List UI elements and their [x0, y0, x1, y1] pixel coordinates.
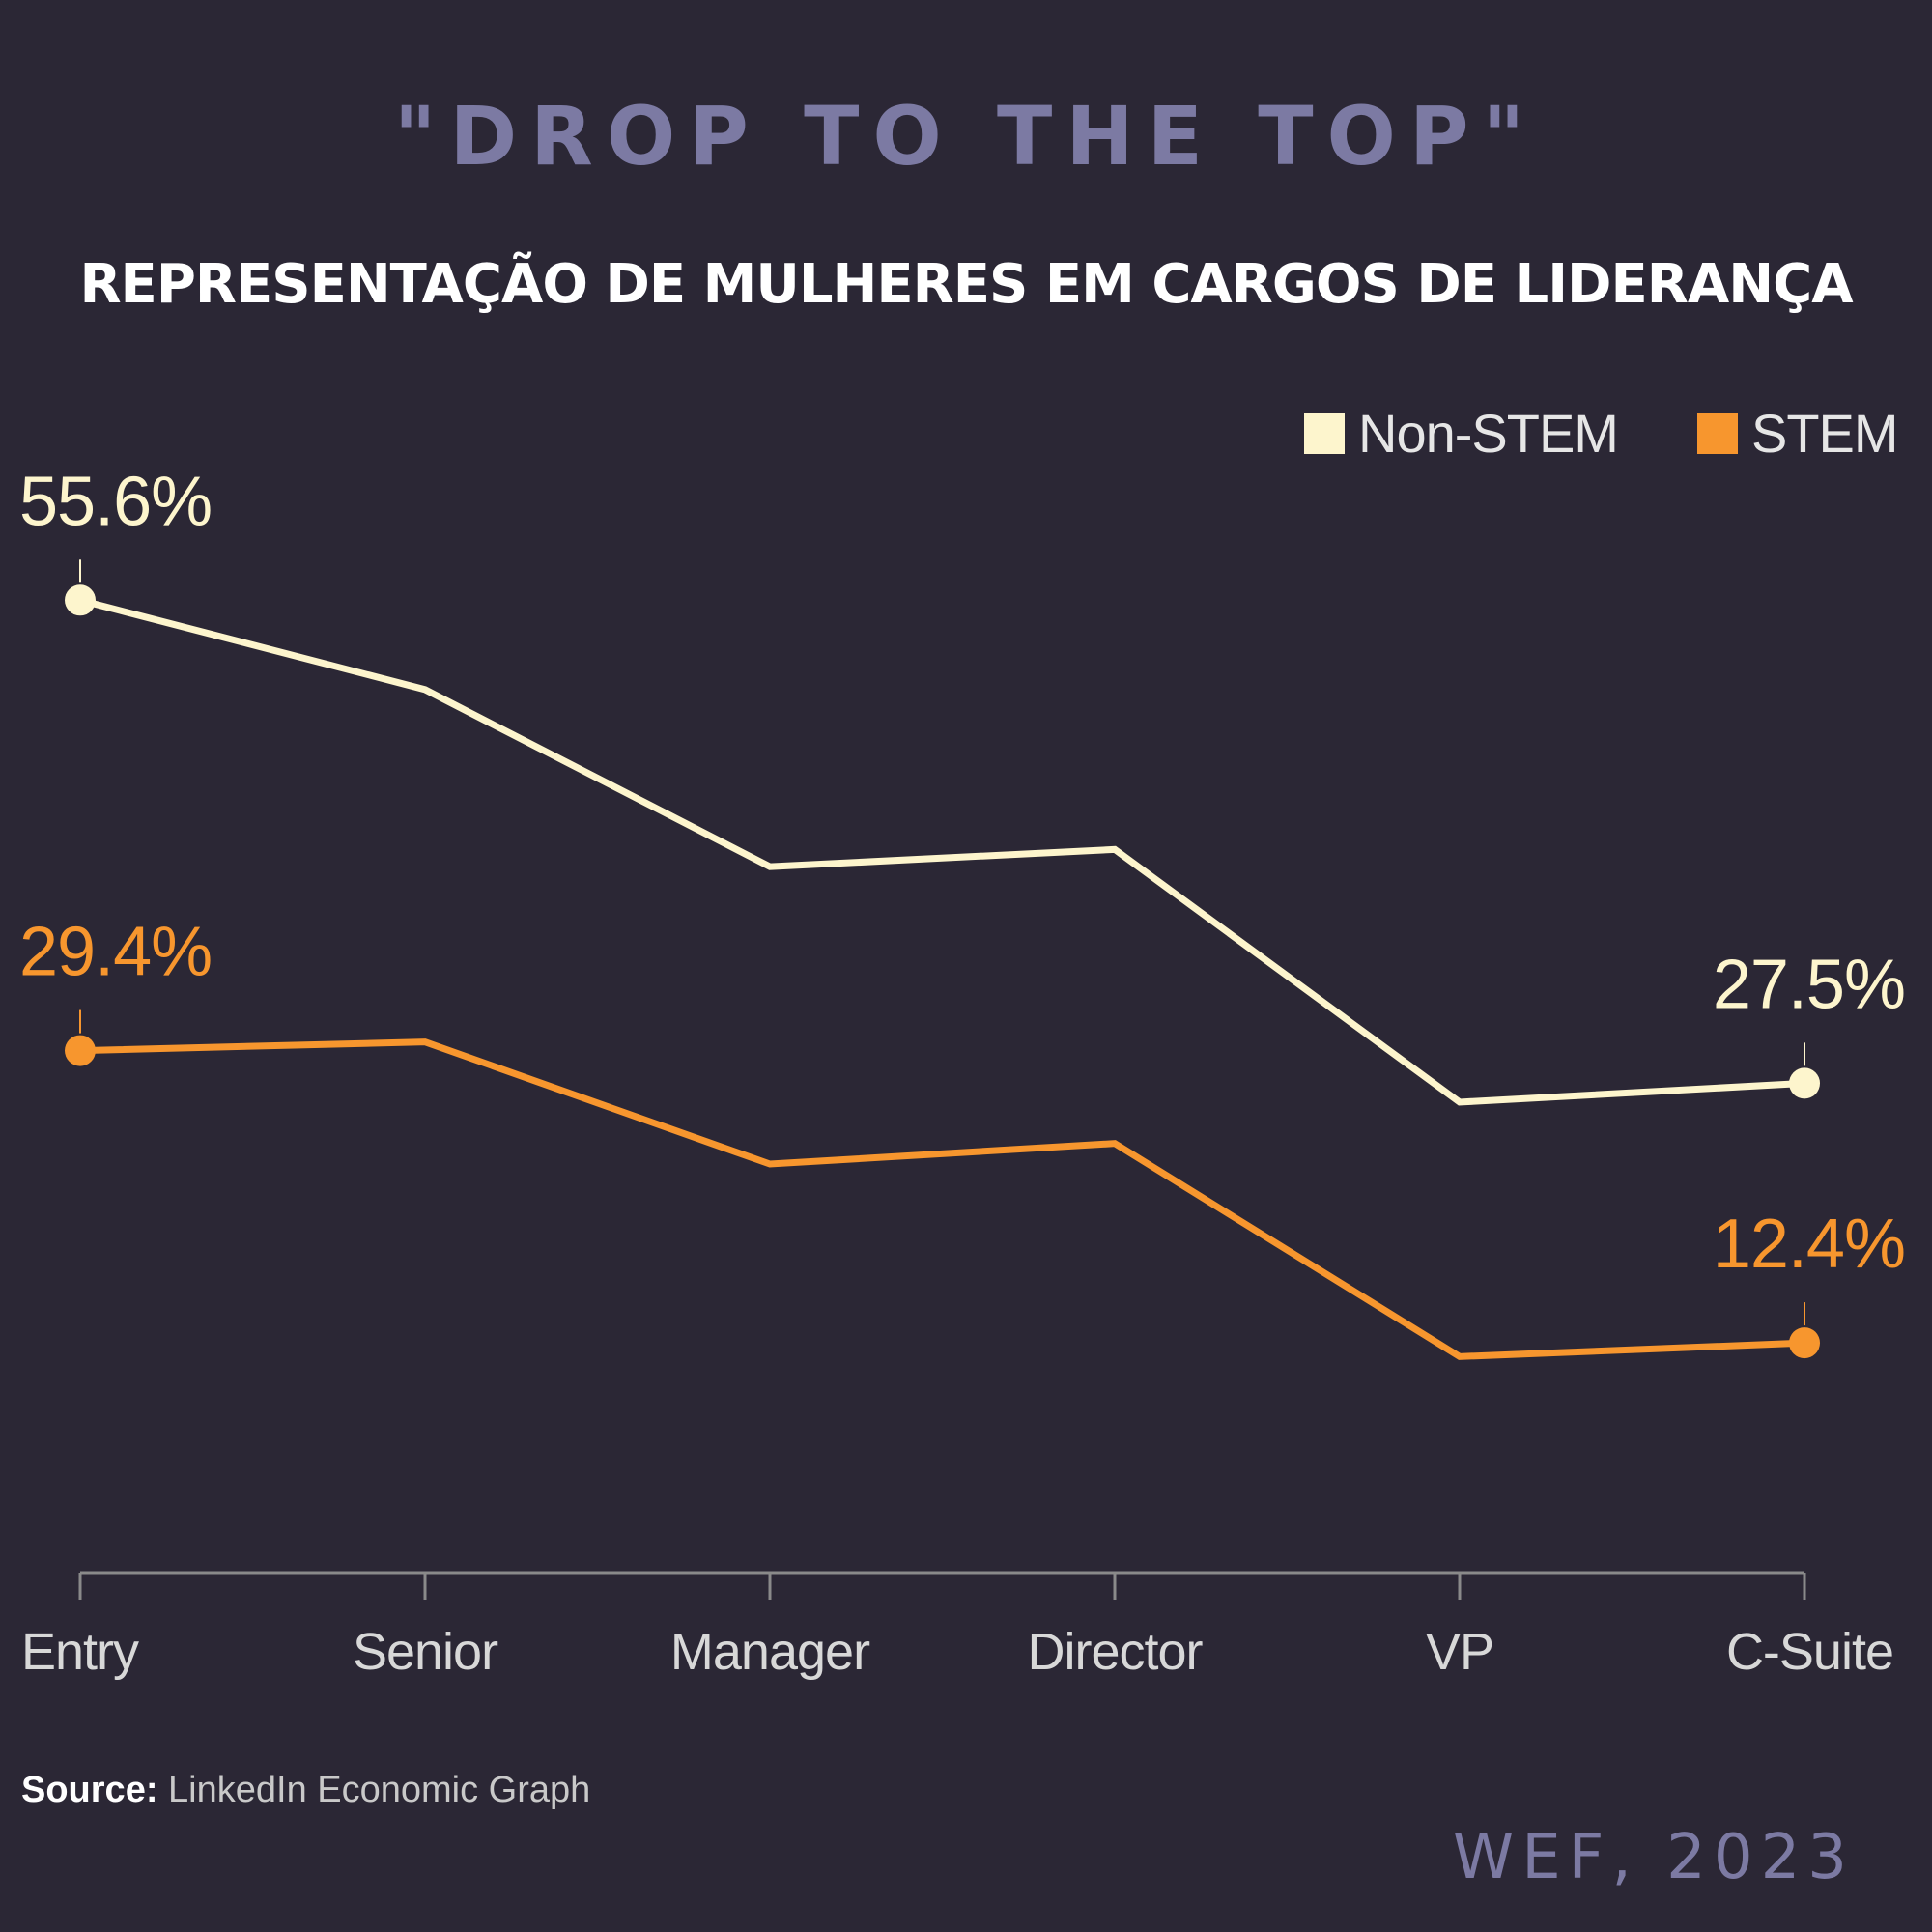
source-label: Source: [21, 1770, 158, 1810]
chart-subtitle: REPRESENTAÇÃO DE MULHERES EM CARGOS DE L… [79, 253, 1853, 316]
series-layer [79, 596, 1805, 1360]
legend-swatch [1304, 413, 1345, 454]
x-tick-label: VP [1426, 1623, 1493, 1681]
source-text: LinkedIn Economic Graph [168, 1770, 591, 1810]
x-tick-label: Entry [21, 1623, 139, 1681]
data-label: 29.4% [19, 914, 212, 991]
data-labels: 55.6% 27.5% 29.4% 12.4% [19, 463, 1906, 1359]
legend-label: Non-STEM [1358, 403, 1618, 464]
series-line-stem [79, 1038, 1805, 1360]
x-tick-label: Senior [353, 1623, 498, 1681]
data-label: 12.4% [1713, 1206, 1905, 1283]
data-point-marker [65, 1035, 96, 1066]
legend-swatch [1697, 413, 1738, 454]
x-tick-label: Director [1027, 1623, 1203, 1681]
source-note: Source: LinkedIn Economic Graph [21, 1770, 590, 1811]
data-label: 55.6% [19, 463, 212, 540]
x-axis: Entry Senior Manager Director VP C-Suite [21, 1571, 1894, 1681]
headline: "DROP TO THE TOP" [393, 89, 1539, 184]
x-tick-label: Manager [670, 1623, 870, 1681]
x-tick-label: C-Suite [1726, 1623, 1893, 1681]
legend: Non-STEM STEM [1304, 403, 1899, 464]
data-point-marker [1789, 1067, 1820, 1099]
data-point-marker [65, 584, 96, 616]
data-point-marker [1789, 1327, 1820, 1359]
data-label: 27.5% [1713, 946, 1905, 1023]
legend-label: STEM [1751, 403, 1898, 464]
credit: WEF, 2023 [1452, 1822, 1855, 1893]
series-line-non-stem [79, 596, 1805, 1106]
